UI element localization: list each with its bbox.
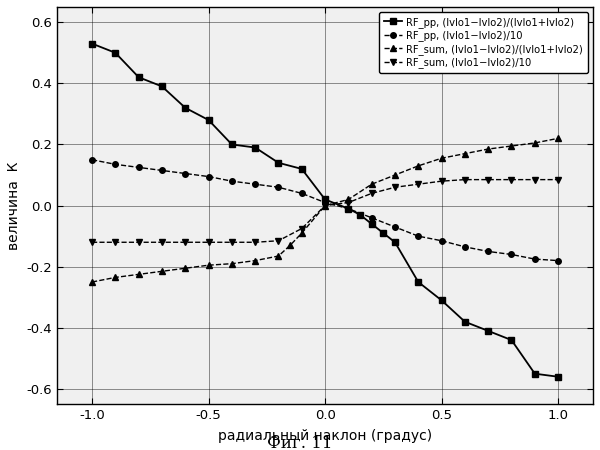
Line: RF_sum, (Ivlo1−Ivlo2)/(Ivlo1+Ivlo2): RF_sum, (Ivlo1−Ivlo2)/(Ivlo1+Ivlo2) (89, 135, 562, 285)
RF_sum, (Ivlo1−Ivlo2)/10 (415, 181, 422, 187)
RF_sum, (Ivlo1−Ivlo2)/10 (251, 239, 259, 245)
Legend: RF_pp, (Ivlo1−Ivlo2)/(Ivlo1+Ivlo2), RF_pp, (Ivlo1−Ivlo2)/10, RF_sum, (Ivlo1−Ivlo: RF_pp, (Ivlo1−Ivlo2)/(Ivlo1+Ivlo2), RF_p… (379, 12, 588, 73)
RF_pp, (Ivlo1−Ivlo2)/10 (415, 234, 422, 239)
RF_pp, (Ivlo1−Ivlo2)/(Ivlo1+Ivlo2) (275, 160, 282, 166)
RF_pp, (Ivlo1−Ivlo2)/10 (182, 171, 189, 176)
RF_sum, (Ivlo1−Ivlo2)/10 (298, 226, 305, 231)
RF_sum, (Ivlo1−Ivlo2)/(Ivlo1+Ivlo2) (391, 172, 398, 178)
RF_sum, (Ivlo1−Ivlo2)/10 (485, 177, 492, 182)
RF_sum, (Ivlo1−Ivlo2)/(Ivlo1+Ivlo2) (415, 163, 422, 169)
RF_pp, (Ivlo1−Ivlo2)/(Ivlo1+Ivlo2) (415, 279, 422, 285)
RF_sum, (Ivlo1−Ivlo2)/10 (438, 179, 445, 184)
RF_sum, (Ivlo1−Ivlo2)/(Ivlo1+Ivlo2) (112, 274, 119, 280)
RF_sum, (Ivlo1−Ivlo2)/(Ivlo1+Ivlo2) (368, 181, 375, 187)
RF_sum, (Ivlo1−Ivlo2)/(Ivlo1+Ivlo2) (485, 146, 492, 152)
RF_sum, (Ivlo1−Ivlo2)/(Ivlo1+Ivlo2) (251, 258, 259, 263)
RF_pp, (Ivlo1−Ivlo2)/(Ivlo1+Ivlo2) (380, 230, 387, 236)
RF_sum, (Ivlo1−Ivlo2)/(Ivlo1+Ivlo2) (228, 261, 235, 266)
RF_sum, (Ivlo1−Ivlo2)/10 (275, 238, 282, 243)
RF_pp, (Ivlo1−Ivlo2)/10 (554, 258, 562, 263)
RF_pp, (Ivlo1−Ivlo2)/(Ivlo1+Ivlo2) (251, 145, 259, 150)
RF_pp, (Ivlo1−Ivlo2)/10 (135, 165, 142, 170)
RF_pp, (Ivlo1−Ivlo2)/10 (345, 206, 352, 211)
Line: RF_sum, (Ivlo1−Ivlo2)/10: RF_sum, (Ivlo1−Ivlo2)/10 (89, 176, 562, 246)
RF_sum, (Ivlo1−Ivlo2)/(Ivlo1+Ivlo2) (88, 279, 95, 285)
RF_sum, (Ivlo1−Ivlo2)/10 (531, 177, 538, 182)
RF_sum, (Ivlo1−Ivlo2)/10 (345, 200, 352, 205)
RF_pp, (Ivlo1−Ivlo2)/(Ivlo1+Ivlo2) (345, 206, 352, 211)
RF_pp, (Ivlo1−Ivlo2)/(Ivlo1+Ivlo2) (158, 84, 166, 89)
RF_pp, (Ivlo1−Ivlo2)/10 (508, 252, 515, 257)
RF_pp, (Ivlo1−Ivlo2)/(Ivlo1+Ivlo2) (438, 297, 445, 303)
RF_pp, (Ivlo1−Ivlo2)/10 (275, 184, 282, 190)
RF_sum, (Ivlo1−Ivlo2)/10 (182, 239, 189, 245)
RF_sum, (Ivlo1−Ivlo2)/(Ivlo1+Ivlo2) (461, 151, 469, 156)
RF_pp, (Ivlo1−Ivlo2)/10 (298, 191, 305, 196)
RF_pp, (Ivlo1−Ivlo2)/(Ivlo1+Ivlo2) (508, 338, 515, 343)
RF_pp, (Ivlo1−Ivlo2)/(Ivlo1+Ivlo2) (368, 221, 375, 227)
RF_sum, (Ivlo1−Ivlo2)/10 (554, 177, 562, 182)
RF_pp, (Ivlo1−Ivlo2)/10 (368, 215, 375, 220)
Text: Фиг. 11: Фиг. 11 (267, 435, 333, 450)
RF_sum, (Ivlo1−Ivlo2)/10 (322, 203, 329, 208)
RF_sum, (Ivlo1−Ivlo2)/(Ivlo1+Ivlo2) (322, 203, 329, 208)
RF_pp, (Ivlo1−Ivlo2)/10 (485, 249, 492, 254)
RF_sum, (Ivlo1−Ivlo2)/(Ivlo1+Ivlo2) (158, 269, 166, 274)
RF_sum, (Ivlo1−Ivlo2)/(Ivlo1+Ivlo2) (205, 262, 212, 268)
RF_sum, (Ivlo1−Ivlo2)/10 (368, 191, 375, 196)
RF_pp, (Ivlo1−Ivlo2)/(Ivlo1+Ivlo2) (205, 117, 212, 123)
RF_sum, (Ivlo1−Ivlo2)/(Ivlo1+Ivlo2) (345, 197, 352, 202)
RF_pp, (Ivlo1−Ivlo2)/(Ivlo1+Ivlo2) (461, 319, 469, 324)
Line: RF_pp, (Ivlo1−Ivlo2)/10: RF_pp, (Ivlo1−Ivlo2)/10 (89, 157, 561, 263)
RF_sum, (Ivlo1−Ivlo2)/10 (508, 177, 515, 182)
RF_sum, (Ivlo1−Ivlo2)/(Ivlo1+Ivlo2) (298, 230, 305, 236)
RF_pp, (Ivlo1−Ivlo2)/10 (251, 181, 259, 187)
RF_sum, (Ivlo1−Ivlo2)/(Ivlo1+Ivlo2) (531, 140, 538, 146)
RF_sum, (Ivlo1−Ivlo2)/10 (158, 239, 166, 245)
RF_sum, (Ivlo1−Ivlo2)/10 (135, 239, 142, 245)
RF_pp, (Ivlo1−Ivlo2)/(Ivlo1+Ivlo2) (228, 142, 235, 147)
RF_pp, (Ivlo1−Ivlo2)/(Ivlo1+Ivlo2) (531, 371, 538, 376)
RF_pp, (Ivlo1−Ivlo2)/10 (158, 168, 166, 173)
Y-axis label: величина  К: величина К (7, 162, 21, 250)
RF_pp, (Ivlo1−Ivlo2)/(Ivlo1+Ivlo2) (322, 197, 329, 202)
RF_pp, (Ivlo1−Ivlo2)/(Ivlo1+Ivlo2) (88, 41, 95, 46)
RF_pp, (Ivlo1−Ivlo2)/10 (531, 256, 538, 262)
RF_sum, (Ivlo1−Ivlo2)/(Ivlo1+Ivlo2) (182, 266, 189, 271)
RF_sum, (Ivlo1−Ivlo2)/(Ivlo1+Ivlo2) (438, 156, 445, 161)
RF_sum, (Ivlo1−Ivlo2)/10 (112, 239, 119, 245)
RF_pp, (Ivlo1−Ivlo2)/(Ivlo1+Ivlo2) (485, 328, 492, 333)
RF_pp, (Ivlo1−Ivlo2)/10 (112, 162, 119, 167)
RF_sum, (Ivlo1−Ivlo2)/10 (391, 184, 398, 190)
RF_pp, (Ivlo1−Ivlo2)/10 (88, 157, 95, 162)
RF_sum, (Ivlo1−Ivlo2)/(Ivlo1+Ivlo2) (275, 253, 282, 259)
RF_sum, (Ivlo1−Ivlo2)/10 (461, 177, 469, 182)
RF_pp, (Ivlo1−Ivlo2)/10 (322, 200, 329, 205)
RF_sum, (Ivlo1−Ivlo2)/10 (88, 239, 95, 245)
RF_pp, (Ivlo1−Ivlo2)/(Ivlo1+Ivlo2) (298, 166, 305, 171)
X-axis label: радиальный наклон (градус): радиальный наклон (градус) (218, 429, 432, 443)
RF_pp, (Ivlo1−Ivlo2)/10 (205, 174, 212, 179)
RF_sum, (Ivlo1−Ivlo2)/(Ivlo1+Ivlo2) (287, 243, 294, 248)
RF_pp, (Ivlo1−Ivlo2)/10 (391, 224, 398, 230)
RF_pp, (Ivlo1−Ivlo2)/10 (461, 244, 469, 250)
RF_sum, (Ivlo1−Ivlo2)/(Ivlo1+Ivlo2) (508, 143, 515, 148)
RF_pp, (Ivlo1−Ivlo2)/10 (438, 238, 445, 243)
RF_sum, (Ivlo1−Ivlo2)/(Ivlo1+Ivlo2) (135, 272, 142, 277)
RF_pp, (Ivlo1−Ivlo2)/(Ivlo1+Ivlo2) (356, 212, 364, 217)
RF_pp, (Ivlo1−Ivlo2)/(Ivlo1+Ivlo2) (391, 239, 398, 245)
RF_pp, (Ivlo1−Ivlo2)/(Ivlo1+Ivlo2) (135, 75, 142, 80)
RF_pp, (Ivlo1−Ivlo2)/(Ivlo1+Ivlo2) (554, 374, 562, 379)
RF_pp, (Ivlo1−Ivlo2)/(Ivlo1+Ivlo2) (182, 105, 189, 111)
RF_pp, (Ivlo1−Ivlo2)/(Ivlo1+Ivlo2) (112, 50, 119, 55)
RF_sum, (Ivlo1−Ivlo2)/(Ivlo1+Ivlo2) (554, 135, 562, 141)
RF_sum, (Ivlo1−Ivlo2)/10 (205, 239, 212, 245)
Line: RF_pp, (Ivlo1−Ivlo2)/(Ivlo1+Ivlo2): RF_pp, (Ivlo1−Ivlo2)/(Ivlo1+Ivlo2) (89, 40, 561, 380)
RF_sum, (Ivlo1−Ivlo2)/10 (228, 239, 235, 245)
RF_pp, (Ivlo1−Ivlo2)/10 (228, 179, 235, 184)
